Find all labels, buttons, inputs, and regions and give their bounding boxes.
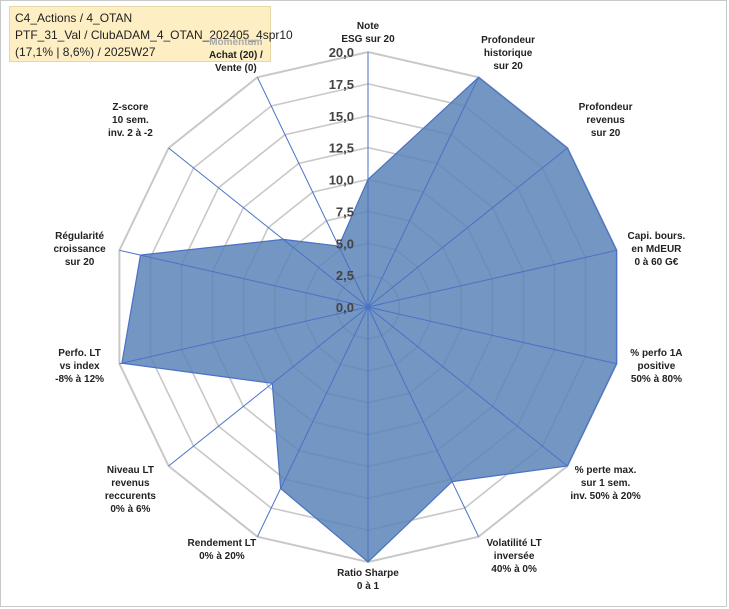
info-line-2: PTF_31_Val / ClubADAM_4_OTAN_202405_4spr… [15, 28, 293, 42]
axis-spoke [168, 306, 369, 467]
axis-spoke [367, 306, 480, 537]
axis-label: Volatilité LT inversée 40% à 0% [487, 538, 542, 575]
axis-label-line: Régularité [55, 231, 104, 242]
axis-label: Capi. bours. en MdEUR 0 à 60 G€ [628, 231, 686, 268]
axis-spoke [367, 249, 617, 308]
axis-label-line: Rendement LT [188, 538, 257, 549]
axis-label-line: historique [484, 48, 533, 59]
axis-label-line: Capi. bours. [628, 231, 686, 242]
tick-label: 12,5 [329, 141, 354, 156]
axis-spoke [367, 147, 568, 308]
axis-label-line: ESG sur 20 [341, 34, 395, 45]
axis-label: Momentum Achat (20) / Vente (0) [209, 37, 263, 74]
portfolio-info-box: C4_Actions / 4_OTAN PTF_31_Val / ClubADA… [9, 6, 293, 62]
axis-label: % perfo 1A positive 50% à 80% [630, 348, 682, 385]
axis-spoke [367, 77, 480, 308]
axis-label-line: 0% à 20% [199, 551, 245, 562]
axis-label-line: % perfo 1A [630, 348, 682, 359]
axis-label: Z-score 10 sem. inv. 2 à -2 [108, 102, 153, 139]
axis-label: Rendement LT 0% à 20% [188, 538, 257, 562]
tick-label: 0,0 [336, 300, 354, 315]
axis-label: Note ESG sur 20 [341, 21, 395, 45]
axis-spoke [168, 147, 369, 308]
axis-label: Profondeur revenus sur 20 [579, 102, 633, 139]
data-series-area [121, 76, 618, 563]
axis-label-line: en MdEUR [631, 244, 682, 255]
axis-label-line: 40% à 0% [491, 564, 537, 575]
axis-label-line: inv. 2 à -2 [108, 128, 153, 139]
axis-label-line: revenus [111, 478, 150, 489]
info-line-3: (17,1% | 8,6%) / 2025W27 [15, 45, 156, 59]
tick-label: 20,0 [329, 45, 354, 60]
axis-spoke [367, 306, 568, 467]
axis-label-line: 0 à 1 [357, 581, 380, 592]
axis-label-line: Profondeur [481, 35, 535, 46]
axis-label: Ratio Sharpe 0 à 1 [337, 568, 399, 592]
axis-spoke [256, 306, 369, 537]
axis-label: Niveau LT revenus reccurents 0% à 6% [105, 465, 157, 515]
axis-label-line: 0% à 6% [110, 504, 150, 515]
axis-label-line: vs index [60, 361, 100, 372]
axis-label-line: Note [357, 21, 380, 32]
axis-label: Régularité croissance sur 20 [53, 231, 106, 268]
axis-label-line: reccurents [105, 491, 157, 502]
axis-label-line: Volatilité LT [487, 538, 542, 549]
axis-label-line: Achat (20) / [209, 50, 263, 61]
axis-label-line: sur 20 [591, 128, 621, 139]
axis-label-line: sur 20 [493, 61, 523, 72]
axis-label-line: Momentum [209, 37, 262, 48]
axis-label-line: inv. 50% à 20% [570, 491, 641, 502]
axis-labels: Note ESG sur 20 Profondeur historique sur 20… [53, 21, 685, 592]
axis-spoke [119, 249, 369, 308]
tick-label: 10,0 [329, 173, 354, 188]
axis-label: Profondeur historique sur 20 [481, 35, 535, 72]
axis-label-line: Ratio Sharpe [337, 568, 399, 579]
axis-label: % perte max. sur 1 sem. inv. 50% à 20% [570, 465, 641, 502]
axis-label-line: sur 20 [65, 257, 95, 268]
tick-label: 2,5 [336, 268, 354, 283]
axis-label: Perfo. LT vs index -8% à 12% [55, 348, 104, 385]
axis-label-line: 10 sem. [112, 115, 149, 126]
tick-label: 7,5 [336, 204, 354, 219]
axis-label-line: -8% à 12% [55, 374, 104, 385]
axis-spoke [256, 77, 369, 308]
radar-spokes [119, 52, 617, 562]
axis-label-line: revenus [586, 115, 625, 126]
axis-label-line: 50% à 80% [631, 374, 682, 385]
axis-label-line: % perte max. [575, 465, 637, 476]
axis-label-line: 0 à 60 G€ [634, 257, 678, 268]
axis-spoke [367, 306, 617, 365]
axis-label-line: inversée [494, 551, 535, 562]
axis-label-line: Vente (0) [215, 63, 257, 74]
info-line-1: C4_Actions / 4_OTAN [15, 11, 133, 25]
axis-label-line: sur 1 sem. [581, 478, 631, 489]
tick-label: 15,0 [329, 109, 354, 124]
axis-label-line: Perfo. LT [58, 348, 101, 359]
tick-label: 17,5 [329, 77, 354, 92]
axis-label-line: Niveau LT [107, 465, 154, 476]
axis-spoke [119, 306, 369, 365]
axis-label-line: croissance [53, 244, 106, 255]
tick-label: 5,0 [336, 236, 354, 251]
axis-label-line: Z-score [112, 102, 149, 113]
axis-label-line: positive [638, 361, 676, 372]
axis-label-line: Profondeur [579, 102, 633, 113]
radial-tick-labels: 0,0 2,5 5,0 7,5 10,0 12,5 15,0 17,5 20,0 [329, 45, 354, 315]
